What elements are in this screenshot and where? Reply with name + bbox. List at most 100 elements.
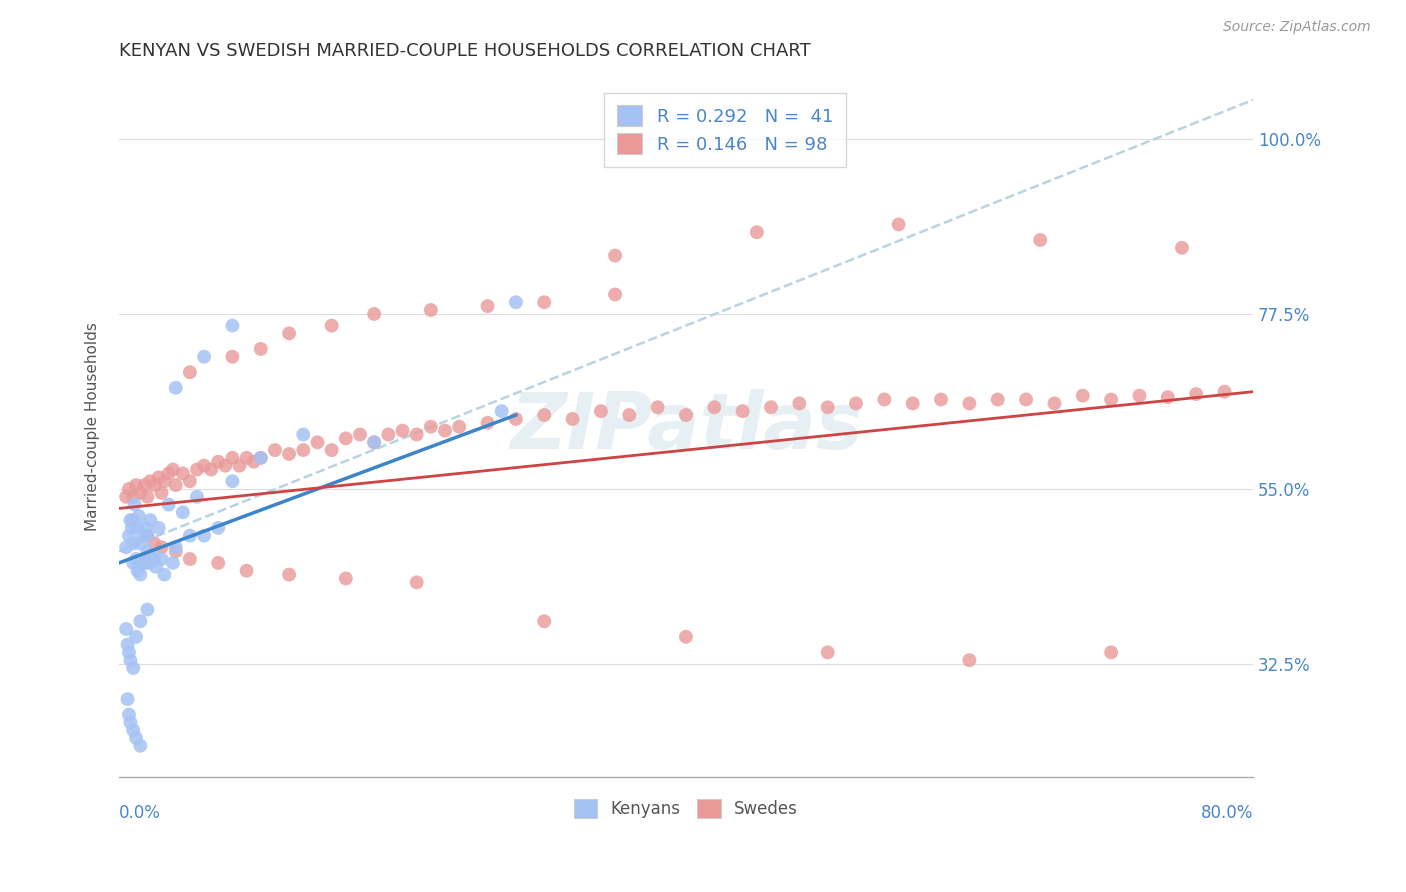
Point (533, 295, 555, 310)
Point (125, 731, 148, 745)
Point (165, 541, 187, 555)
Point (419, 303, 441, 318)
Point (228, 458, 250, 473)
Point (1213, 384, 1236, 399)
Point (221, 474, 243, 488)
Point (249, 450, 271, 465)
Point (1043, 396, 1066, 410)
Point (1071, 389, 1094, 403)
Point (157, 467, 180, 481)
Point (377, 427, 399, 442)
Point (143, 536, 166, 550)
Point (131, 556, 153, 570)
Point (129, 536, 152, 550)
Point (335, 431, 357, 445)
Point (179, 365, 201, 379)
Point (505, 412, 527, 426)
Point (589, 404, 612, 418)
Point (118, 707, 141, 722)
Point (292, 443, 315, 458)
Point (1185, 387, 1208, 401)
Y-axis label: Married-couple Households: Married-couple Households (86, 322, 100, 531)
Point (150, 541, 173, 555)
Point (122, 661, 145, 675)
Point (221, 350, 243, 364)
Point (957, 653, 980, 667)
Point (132, 529, 155, 543)
Point (148, 521, 170, 535)
Point (139, 513, 162, 527)
Point (873, 392, 896, 407)
Point (136, 602, 159, 616)
Text: KENYAN VS SWEDISH MARRIED-COUPLE HOUSEHOLDS CORRELATION CHART: KENYAN VS SWEDISH MARRIED-COUPLE HOUSEHO… (120, 42, 811, 60)
Point (127, 521, 149, 535)
Point (157, 498, 180, 512)
Point (134, 478, 156, 492)
Point (120, 513, 142, 527)
Point (193, 458, 215, 473)
Point (179, 552, 201, 566)
Point (1171, 241, 1194, 255)
Point (172, 505, 194, 519)
Point (887, 218, 910, 232)
Legend: Kenyans, Swedes: Kenyans, Swedes (568, 792, 804, 824)
Text: ZIPatlas: ZIPatlas (510, 389, 862, 465)
Point (235, 564, 257, 578)
Point (419, 419, 441, 434)
Point (129, 614, 152, 628)
Point (143, 478, 166, 492)
Point (307, 435, 329, 450)
Point (561, 412, 583, 426)
Point (172, 467, 194, 481)
Point (122, 490, 145, 504)
Point (128, 509, 150, 524)
Point (675, 408, 697, 422)
Point (221, 450, 243, 465)
Point (1029, 233, 1052, 247)
Point (759, 401, 782, 415)
Point (186, 490, 208, 504)
Point (122, 556, 145, 570)
Point (179, 529, 201, 543)
Point (193, 350, 215, 364)
Point (165, 544, 187, 558)
Point (221, 318, 243, 333)
Point (363, 307, 385, 321)
Point (121, 521, 143, 535)
Point (200, 462, 222, 476)
Point (405, 427, 427, 442)
Point (122, 513, 145, 527)
Point (449, 419, 471, 434)
Point (619, 408, 641, 422)
Point (292, 427, 315, 442)
Point (135, 521, 157, 535)
Point (153, 474, 176, 488)
Point (136, 529, 159, 543)
Point (122, 536, 145, 550)
Point (117, 638, 139, 652)
Point (141, 548, 163, 562)
Point (138, 556, 160, 570)
Point (321, 443, 343, 458)
Point (603, 248, 626, 262)
Point (117, 692, 139, 706)
Point (165, 478, 187, 492)
Point (817, 401, 839, 415)
Point (118, 645, 141, 659)
Point (745, 225, 768, 239)
Point (929, 392, 952, 407)
Point (193, 529, 215, 543)
Point (115, 541, 138, 555)
Point (165, 381, 187, 395)
Point (150, 552, 173, 566)
Point (264, 443, 287, 458)
Point (150, 486, 173, 500)
Point (1099, 392, 1122, 407)
Point (214, 458, 236, 473)
Point (118, 482, 141, 496)
Point (207, 455, 229, 469)
Point (207, 556, 229, 570)
Point (139, 474, 162, 488)
Point (647, 401, 669, 415)
Point (505, 295, 527, 310)
